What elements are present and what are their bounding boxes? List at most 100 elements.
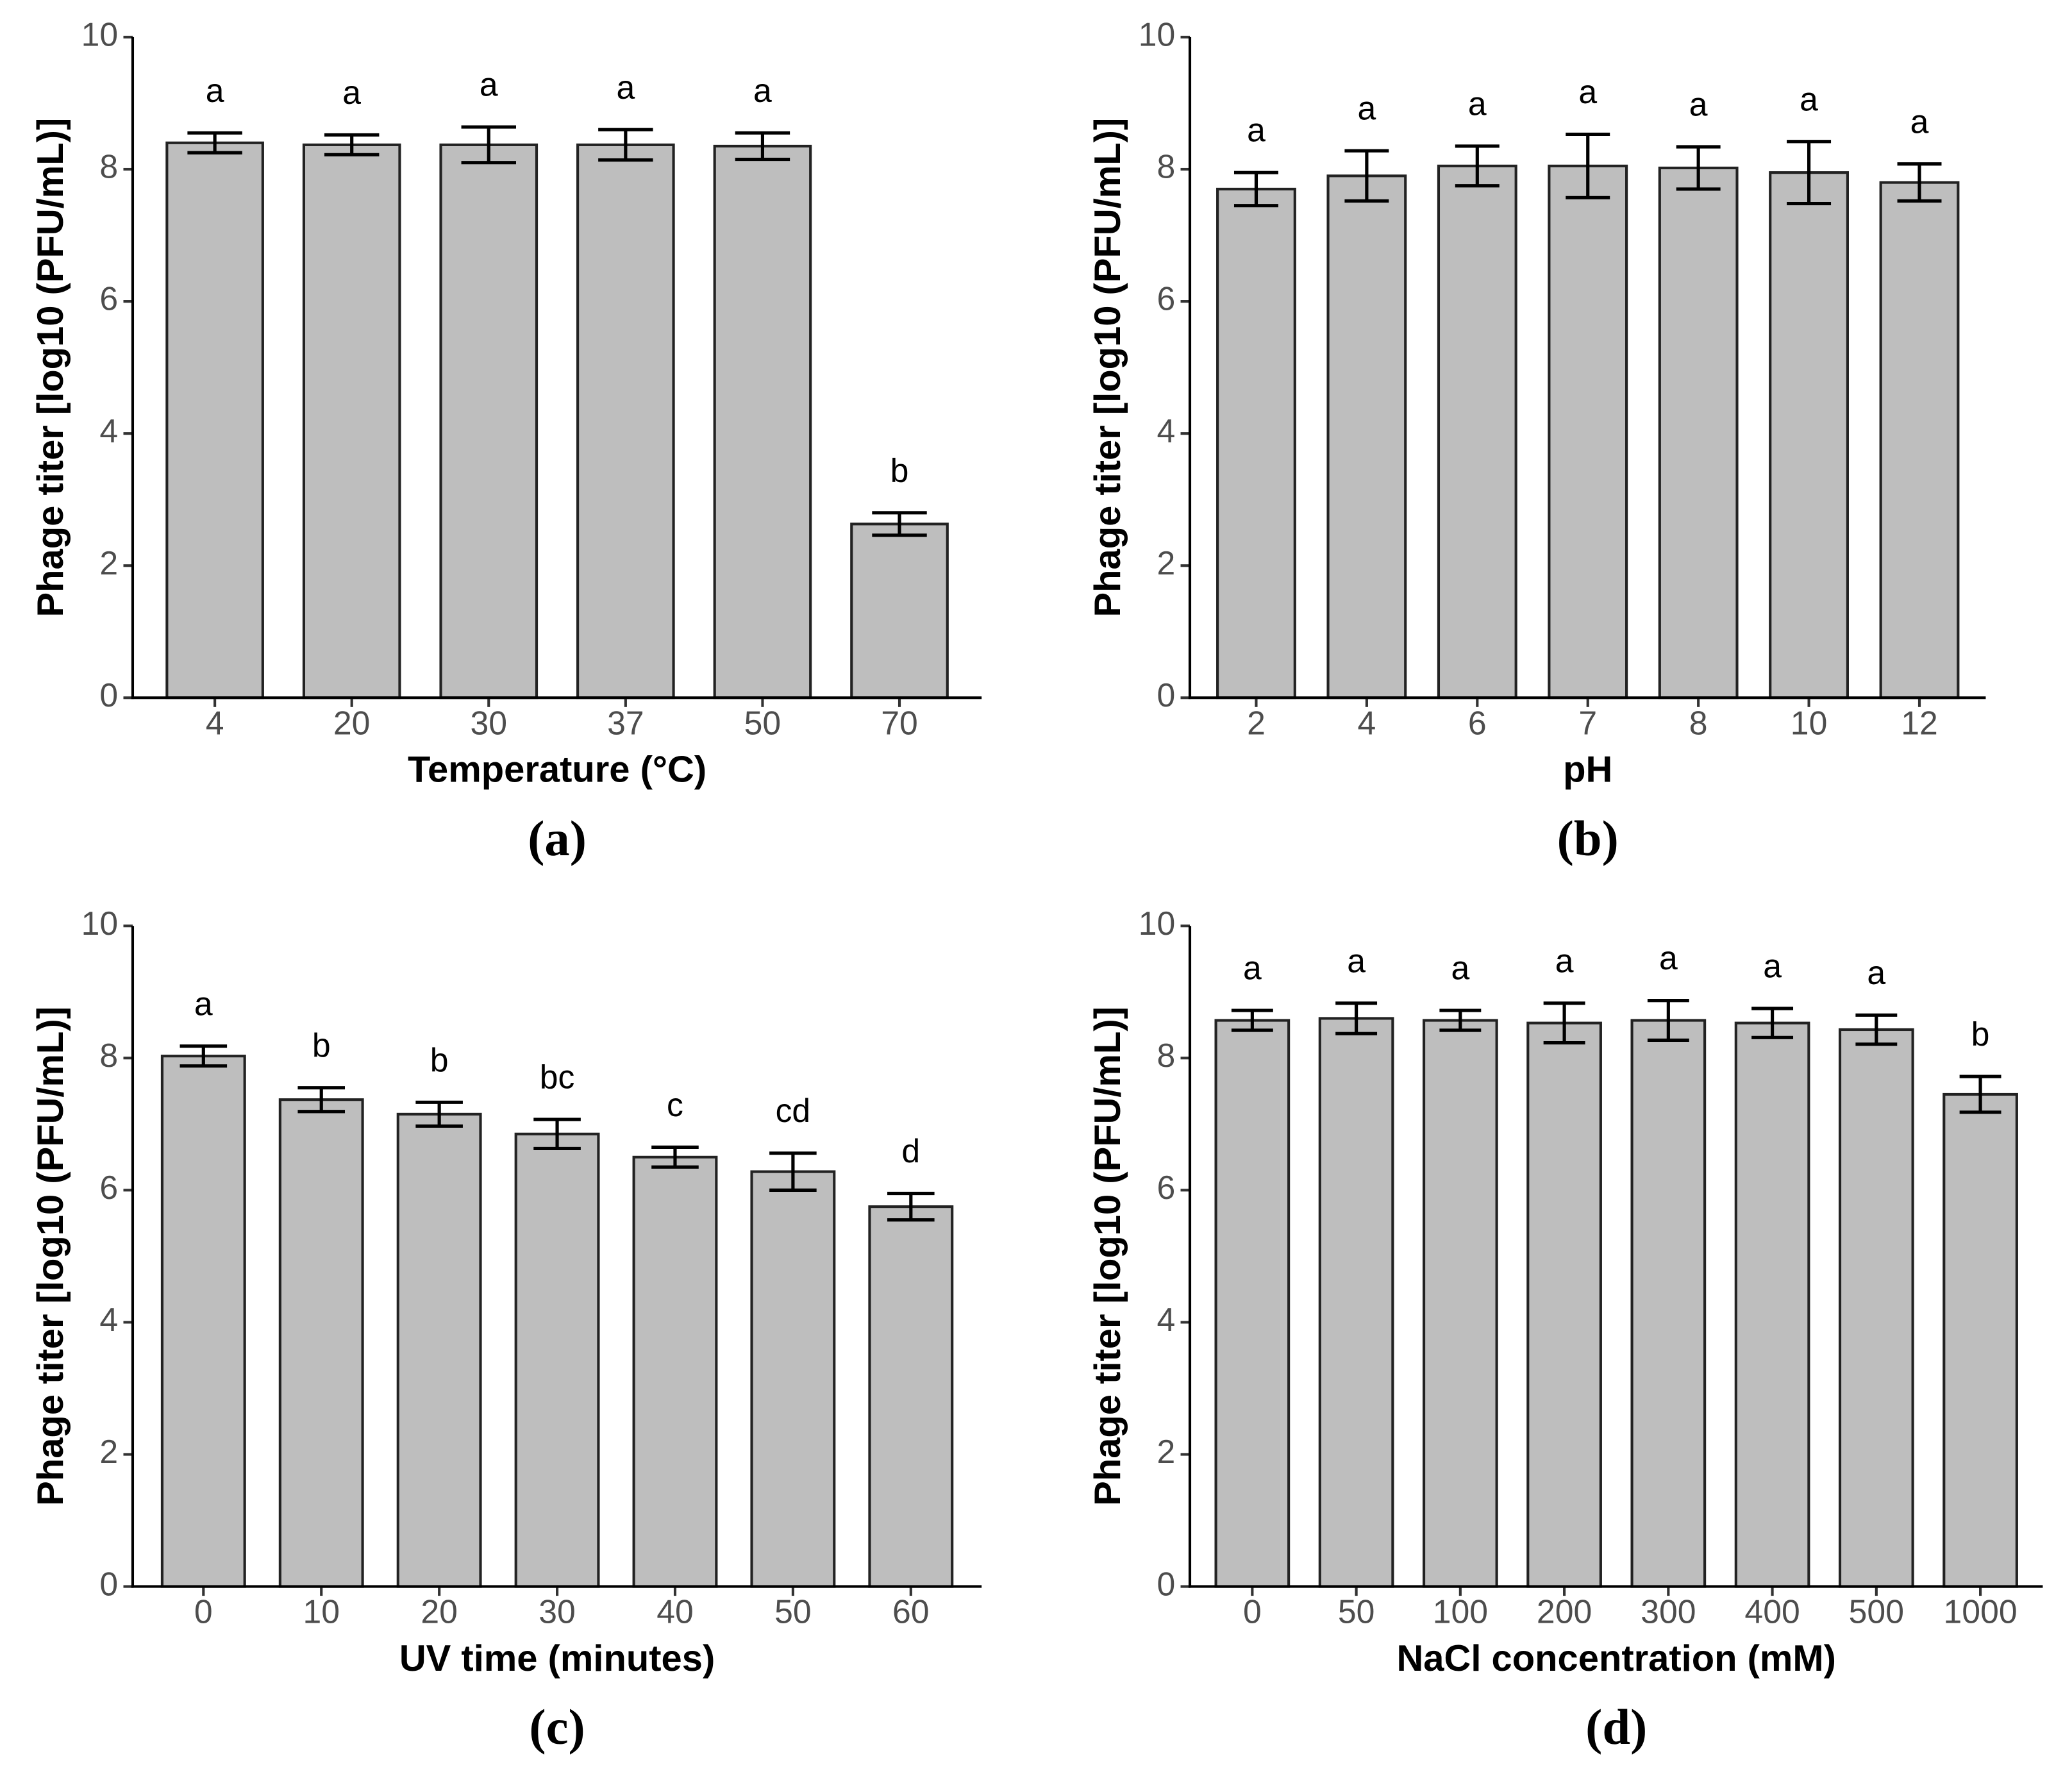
error-bar: [1439, 1008, 1482, 1032]
bar: [750, 1170, 836, 1588]
error-bar: [1455, 144, 1500, 188]
y-tick-label: 10: [1139, 16, 1176, 53]
significance-letter: a: [1468, 85, 1487, 122]
x-tick-label: 100: [1433, 1593, 1488, 1630]
significance-letter: a: [1763, 948, 1782, 985]
significance-letter: a: [206, 72, 224, 109]
x-tick-label: 20: [333, 704, 371, 741]
significance-letter: a: [753, 72, 772, 109]
y-axis-label: Phage titer [log10 (PFU/mL)]: [1087, 118, 1128, 617]
bar: [1526, 1021, 1602, 1588]
significance-letter: a: [1451, 949, 1469, 987]
significance-letter: bc: [540, 1058, 575, 1096]
error-bar: [1566, 132, 1610, 199]
y-axis-label: Phage titer [log10 (PFU/mL)]: [1087, 1007, 1128, 1506]
x-axis-label: pH: [1563, 749, 1612, 790]
x-tick-label: 10: [1791, 704, 1828, 741]
bar: [1734, 1021, 1810, 1588]
x-tick-label: 37: [607, 704, 644, 741]
error-bar: [887, 1191, 935, 1222]
x-tick-label: 4: [1358, 704, 1376, 741]
significance-letter: b: [1971, 1016, 1990, 1053]
x-tick-label: 500: [1849, 1593, 1904, 1630]
bar: [396, 1112, 482, 1588]
significance-letter: a: [480, 66, 498, 103]
significance-letter: cd: [776, 1092, 811, 1129]
panel-label: (b): [1557, 811, 1619, 867]
y-tick-label: 0: [1157, 1565, 1175, 1602]
y-tick-label: 6: [99, 1169, 118, 1206]
bar: [1214, 1019, 1291, 1588]
bar: [1216, 187, 1296, 699]
bar: [1326, 174, 1407, 699]
x-tick-label: 400: [1744, 1593, 1800, 1630]
bar: [1630, 1019, 1707, 1588]
panel-label: (a): [528, 811, 587, 867]
x-tick-label: 4: [206, 704, 224, 741]
error-bar: [1233, 171, 1278, 208]
x-tick-label: 7: [1578, 704, 1597, 741]
y-tick-label: 6: [99, 280, 118, 317]
x-tick-label: 300: [1641, 1593, 1696, 1630]
x-tick-label: 0: [1243, 1593, 1262, 1630]
y-tick-label: 6: [1157, 280, 1175, 317]
significance-letter: a: [1243, 949, 1262, 987]
bar: [850, 523, 949, 699]
significance-letter: d: [901, 1132, 920, 1169]
error-bar: [872, 511, 927, 537]
x-tick-label: 6: [1468, 704, 1487, 741]
significance-letter: b: [312, 1026, 331, 1064]
error-bar: [1751, 1007, 1794, 1039]
bar: [1879, 181, 1960, 699]
x-tick-label: 40: [656, 1593, 694, 1630]
significance-letter: a: [1689, 86, 1708, 123]
y-tick-label: 2: [99, 1433, 118, 1470]
y-tick-label: 8: [1157, 1037, 1175, 1074]
error-bar: [769, 1151, 817, 1192]
error-bar: [533, 1117, 581, 1151]
significance-letter: a: [1555, 942, 1574, 979]
error-bar: [1335, 1001, 1378, 1035]
significance-letter: a: [194, 985, 213, 1022]
x-tick-label: 60: [892, 1593, 930, 1630]
bar: [1318, 1017, 1394, 1588]
error-bar: [1676, 145, 1721, 191]
error-bar: [1855, 1013, 1898, 1046]
bar: [1658, 166, 1739, 699]
significance-letter: a: [342, 74, 361, 111]
bar: [1838, 1028, 1914, 1588]
significance-letter: a: [1800, 80, 1818, 117]
x-tick-label: 30: [539, 1593, 576, 1630]
y-tick-label: 8: [99, 1037, 118, 1074]
significance-letter: b: [430, 1041, 449, 1078]
x-axis-label: NaCl concentration (mM): [1396, 1638, 1835, 1679]
y-tick-label: 10: [81, 16, 119, 53]
error-bar: [180, 1044, 228, 1068]
y-axis-label: Phage titer [log10 (PFU/mL)]: [30, 118, 71, 617]
y-axis-label: Phage titer [log10 (PFU/mL)]: [30, 1007, 71, 1506]
panel-label: (c): [529, 1700, 585, 1755]
y-tick-label: 0: [1157, 676, 1175, 714]
significance-letter: a: [1247, 112, 1266, 149]
y-tick-label: 8: [99, 148, 118, 185]
x-tick-label: 70: [881, 704, 918, 741]
bar: [713, 144, 812, 699]
bar: [1548, 164, 1628, 699]
error-bar: [651, 1145, 699, 1169]
error-bar: [1647, 999, 1689, 1042]
bar: [632, 1155, 718, 1588]
significance-letter: a: [616, 69, 635, 106]
x-tick-label: 1000: [1944, 1593, 2018, 1630]
error-bar: [415, 1100, 463, 1128]
bar: [278, 1098, 364, 1588]
bar: [576, 143, 675, 699]
bar: [1769, 171, 1849, 699]
significance-letter: a: [1578, 73, 1597, 110]
x-tick-label: 10: [303, 1593, 340, 1630]
x-tick-label: 20: [421, 1593, 458, 1630]
y-tick-label: 2: [1157, 1433, 1175, 1470]
x-tick-label: 8: [1689, 704, 1708, 741]
error-bar: [324, 133, 380, 156]
x-tick-label: 30: [471, 704, 508, 741]
